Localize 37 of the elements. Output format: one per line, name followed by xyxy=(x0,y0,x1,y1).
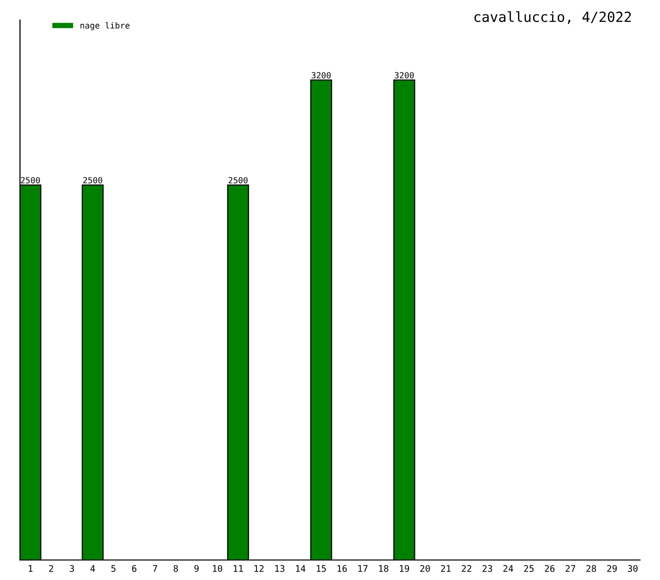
x-tick-label: 25 xyxy=(524,565,534,572)
x-tick-label: 6 xyxy=(132,565,136,572)
x-tick-label: 1 xyxy=(28,565,32,572)
x-tick-label: 27 xyxy=(566,565,576,572)
x-tick-label: 20 xyxy=(420,565,430,572)
x-tick-label: 15 xyxy=(316,565,326,572)
x-tick-label: 16 xyxy=(338,565,347,572)
x-tick-label: 24 xyxy=(503,565,514,572)
x-tick-label: 30 xyxy=(628,565,638,572)
data-label: 3200 xyxy=(312,72,331,78)
x-tick-label: 22 xyxy=(462,565,472,572)
x-tick-label: 8 xyxy=(174,565,178,572)
x-tick-label: 4 xyxy=(90,565,95,572)
data-label: 2500 xyxy=(228,177,248,184)
x-tick-label: 26 xyxy=(544,565,554,572)
x-tick-label: 23 xyxy=(482,565,492,572)
chart-title: cavalluccio, 4/2022 xyxy=(474,11,631,24)
x-tick-label: 21 xyxy=(441,565,451,572)
x-tick-label: 7 xyxy=(152,565,158,572)
x-tick-label: 5 xyxy=(111,565,116,572)
data-label: 3200 xyxy=(394,72,414,78)
legend-label: nage libre xyxy=(80,22,130,30)
x-tick-label: 3 xyxy=(70,565,74,572)
x-tick-label: 12 xyxy=(254,565,264,572)
x-tick-label: 10 xyxy=(212,565,222,572)
x-tick-label: 13 xyxy=(275,565,284,572)
x-tick-label: 14 xyxy=(296,565,306,572)
x-tick-label: 29 xyxy=(607,565,617,572)
x-tick-label: 19 xyxy=(400,565,410,572)
x-tick-label: 11 xyxy=(234,565,243,572)
data-label: 2500 xyxy=(20,177,40,184)
x-tick-label: 2 xyxy=(49,565,54,572)
x-tick-label: 17 xyxy=(358,565,368,572)
x-tick-label: 9 xyxy=(194,565,199,572)
x-tick-label: 18 xyxy=(379,565,388,572)
data-label: 2500 xyxy=(83,177,102,184)
x-tick-label: 28 xyxy=(586,565,596,572)
